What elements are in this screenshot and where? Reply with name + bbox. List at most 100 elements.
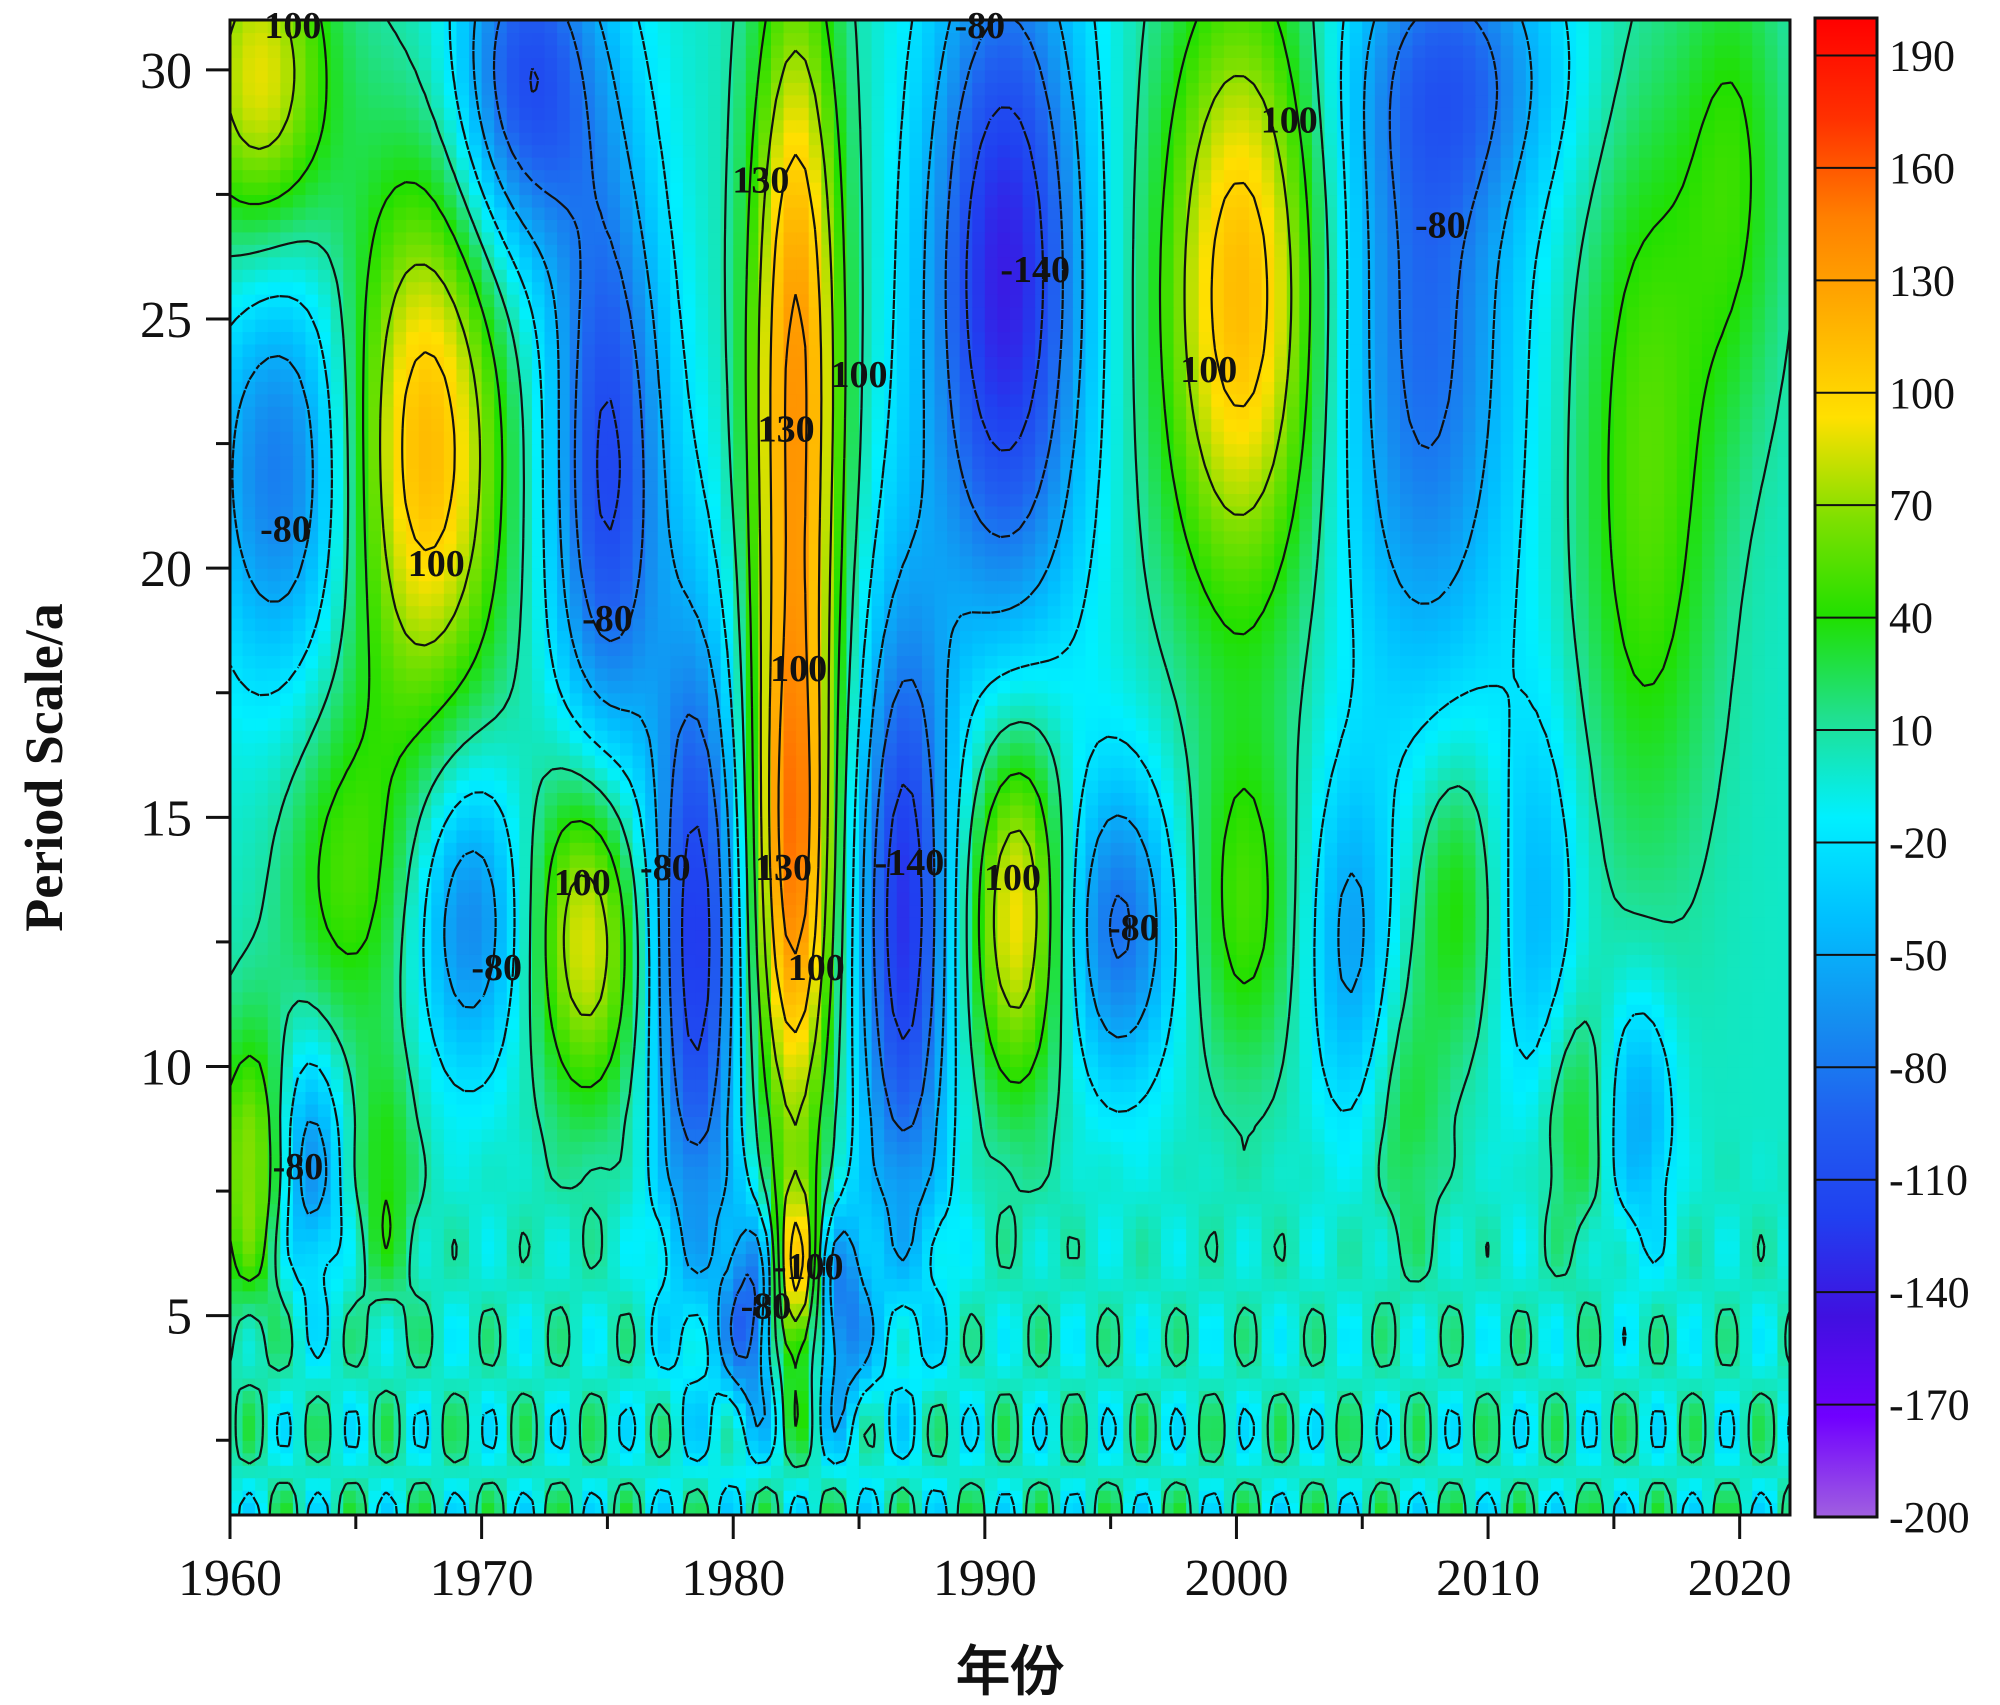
- heatmap-cell: [569, 1091, 583, 1105]
- heatmap-cell: [620, 1452, 634, 1466]
- heatmap-cell: [632, 1390, 646, 1404]
- heatmap-cell: [1148, 1103, 1162, 1117]
- heatmap-cell: [959, 1240, 973, 1254]
- heatmap-cell: [1714, 1128, 1728, 1142]
- heatmap-cell: [1387, 1452, 1401, 1466]
- heatmap-cell: [267, 1265, 281, 1279]
- heatmap-cell: [733, 1477, 747, 1491]
- heatmap-cell: [1676, 1365, 1690, 1379]
- heatmap-cell: [1198, 1253, 1212, 1267]
- heatmap-cell: [1752, 1290, 1766, 1304]
- heatmap-cell: [1362, 1290, 1376, 1304]
- heatmap-cell: [494, 1452, 508, 1466]
- heatmap-cell: [1022, 1253, 1036, 1267]
- heatmap-cell: [1538, 1153, 1552, 1167]
- heatmap-cell: [368, 1315, 382, 1329]
- heatmap-cell: [280, 1490, 294, 1504]
- heatmap-cell: [1550, 1128, 1565, 1142]
- heatmap-cell: [1060, 1340, 1074, 1354]
- heatmap-cell: [1198, 1103, 1212, 1117]
- heatmap-cell: [607, 1116, 621, 1130]
- heatmap-cell: [1689, 1340, 1703, 1354]
- heatmap-cell: [1249, 1390, 1263, 1404]
- heatmap-cell: [1072, 1166, 1087, 1180]
- heatmap-cell: [1337, 1178, 1351, 1192]
- heatmap-cell: [469, 1278, 483, 1292]
- heatmap-cell: [1563, 1278, 1577, 1292]
- heatmap-cell: [859, 1365, 873, 1379]
- heatmap-cell: [1563, 1016, 1577, 1030]
- heatmap-cell: [947, 1477, 961, 1491]
- heatmap-cell: [1588, 1153, 1602, 1167]
- heatmap-cell: [921, 1116, 936, 1130]
- heatmap-cell: [1488, 1091, 1502, 1105]
- heatmap-cell: [456, 1054, 470, 1068]
- heatmap-cell: [456, 1240, 470, 1254]
- heatmap-cell: [1525, 1141, 1539, 1155]
- heatmap-cell: [733, 1240, 747, 1254]
- heatmap-cell: [884, 1066, 898, 1080]
- heatmap-cell: [1035, 1203, 1049, 1217]
- heatmap-cell: [393, 1377, 407, 1392]
- heatmap-cell: [506, 1203, 520, 1217]
- heatmap-cell: [1450, 1228, 1464, 1242]
- heatmap-cell: [1500, 1041, 1514, 1055]
- heatmap-cell: [1727, 1253, 1741, 1267]
- heatmap-cell: [1047, 1402, 1061, 1416]
- heatmap-cell: [871, 1465, 885, 1479]
- heatmap-cell: [770, 1091, 785, 1105]
- heatmap-cell: [1286, 1303, 1300, 1317]
- heatmap-cell: [569, 1328, 583, 1342]
- heatmap-cell: [1400, 1191, 1414, 1205]
- heatmap-cell: [708, 1141, 722, 1155]
- heatmap-cell: [318, 1041, 332, 1055]
- heatmap-cell: [1211, 1465, 1225, 1479]
- heatmap-cell: [318, 1116, 332, 1130]
- heatmap-cell: [833, 1054, 848, 1068]
- heatmap-cell: [1462, 1153, 1477, 1167]
- heatmap-cell: [1186, 1303, 1200, 1317]
- heatmap-cell: [1550, 1253, 1565, 1267]
- heatmap-cell: [1349, 1054, 1363, 1068]
- heatmap-cell: [569, 1041, 583, 1055]
- heatmap-cell: [620, 1427, 634, 1441]
- heatmap-cell: [896, 1078, 910, 1093]
- heatmap-cell: [1211, 1377, 1225, 1392]
- heatmap-cell: [607, 1216, 621, 1230]
- heatmap-cell: [242, 1178, 256, 1192]
- heatmap-cell: [959, 1054, 973, 1068]
- heatmap-cell: [1538, 1303, 1552, 1317]
- heatmap-cell: [1513, 1191, 1527, 1205]
- heatmap-cell: [1236, 1029, 1250, 1043]
- heatmap-cell: [456, 1340, 470, 1354]
- heatmap-cell: [418, 1377, 432, 1392]
- heatmap-cell: [1475, 1191, 1489, 1205]
- heatmap-cell: [821, 1427, 835, 1441]
- heatmap-cell: [1349, 1365, 1363, 1379]
- heatmap-cell: [1739, 1240, 1753, 1254]
- heatmap-cell: [1173, 1203, 1187, 1217]
- heatmap-cell: [1689, 1141, 1703, 1155]
- heatmap-cell: [607, 1153, 621, 1167]
- heatmap-cell: [1349, 1452, 1363, 1466]
- heatmap-cell: [368, 1016, 382, 1030]
- heatmap-cell: [1110, 1054, 1124, 1068]
- heatmap-cell: [1035, 1153, 1049, 1167]
- heatmap-cell: [1311, 1240, 1326, 1254]
- heatmap-cell: [1412, 1054, 1426, 1068]
- heatmap-cell: [1299, 1377, 1313, 1392]
- heatmap-cell: [859, 1153, 873, 1167]
- heatmap-cell: [808, 1490, 822, 1504]
- heatmap-cell: [443, 1402, 458, 1416]
- heatmap-cell: [896, 1427, 910, 1441]
- heatmap-cell: [1412, 1427, 1426, 1441]
- heatmap-cell: [594, 1054, 609, 1068]
- heatmap-cell: [1475, 1365, 1489, 1379]
- heatmap-cell: [1349, 1216, 1363, 1230]
- heatmap-cell: [255, 1041, 269, 1055]
- heatmap-cell: [695, 1166, 709, 1180]
- heatmap-cell: [632, 1465, 646, 1479]
- heatmap-cell: [1701, 1265, 1716, 1279]
- heatmap-cell: [884, 1415, 898, 1429]
- heatmap-cell: [1324, 1377, 1338, 1392]
